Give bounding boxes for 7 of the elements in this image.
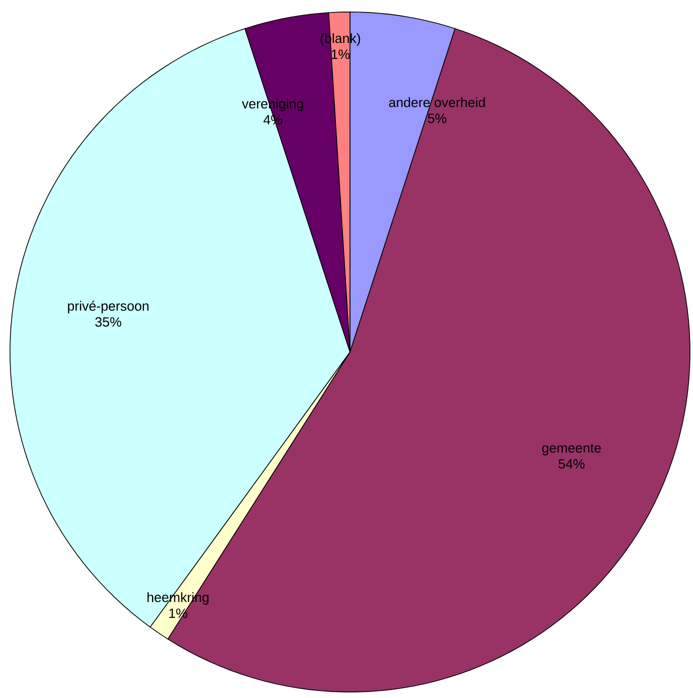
slice-label: (blank) <box>320 33 360 46</box>
slice-label: andere overheid <box>389 97 485 108</box>
slice-label: privé-persoon <box>68 300 148 314</box>
data-label: 35% <box>95 317 122 327</box>
data-label: 5% <box>428 114 446 124</box>
data-label: 54% <box>558 459 584 469</box>
slice-label: gemeente <box>542 444 601 456</box>
